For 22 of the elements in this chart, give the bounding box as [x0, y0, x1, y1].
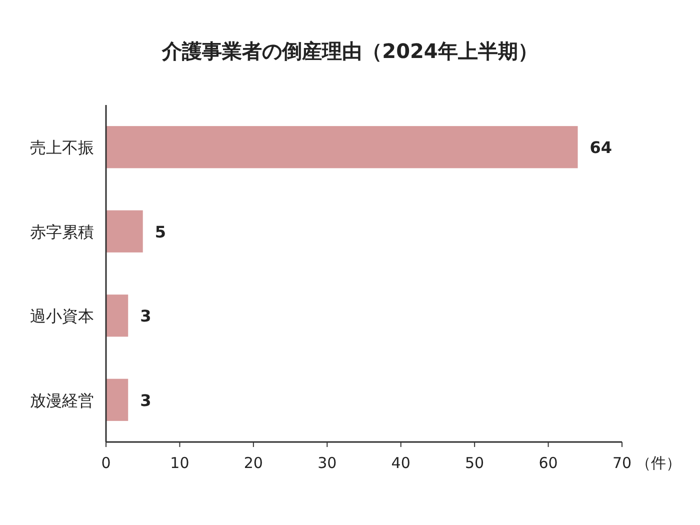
- data-label: 3: [140, 390, 152, 410]
- x-tick-label: 60: [538, 454, 558, 472]
- x-tick-label: 30: [318, 454, 337, 472]
- y-tick-label: 放漫経営: [30, 390, 94, 410]
- x-tick-label: 40: [391, 454, 410, 472]
- x-tick-label: 70: [612, 454, 632, 472]
- y-tick-label: 赤字累積: [30, 222, 94, 242]
- x-tick-label: 0: [101, 454, 111, 472]
- bar: [106, 378, 128, 421]
- data-label: 64: [590, 138, 612, 158]
- chart-title: 介護事業者の倒産理由（2024年上半期）: [161, 39, 538, 63]
- y-tick-label: 売上不振: [30, 138, 94, 158]
- bar: [106, 126, 578, 168]
- bar: [106, 210, 143, 252]
- data-label: 5: [154, 222, 166, 242]
- x-tick-label: 50: [465, 454, 484, 472]
- x-tick-label: 20: [244, 454, 263, 472]
- x-tick-label: 10: [170, 454, 190, 472]
- x-axis-title: （件）: [636, 454, 681, 472]
- y-tick-label: 過小資本: [30, 306, 94, 326]
- bar: [106, 294, 128, 337]
- data-label: 3: [140, 306, 152, 326]
